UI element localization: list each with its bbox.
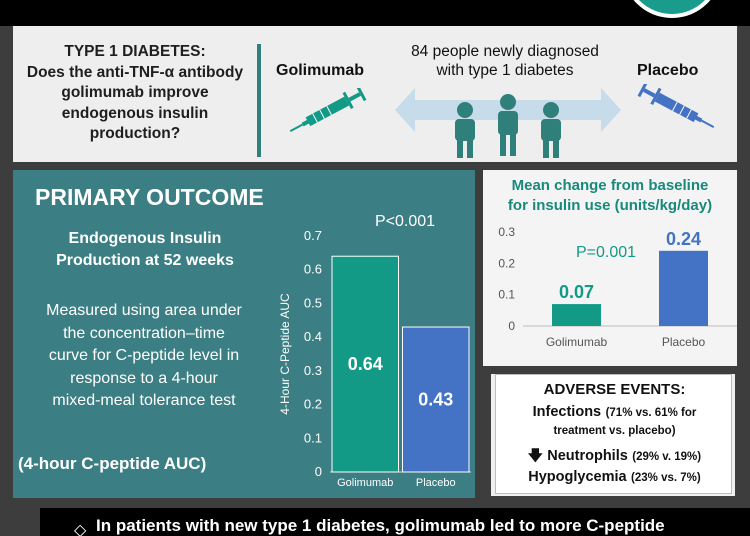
y-tick-label: 0.1 — [304, 430, 322, 445]
c-peptide-auc-chart: 0 0.1 0.2 0.3 0.4 0.5 0.6 0.7 0.64 Golimumab 0.43 P… — [278, 213, 471, 488]
y-tick-label: 0.3 — [498, 225, 515, 239]
desc-line: the concentration–time — [63, 324, 225, 342]
study-question: TYPE 1 DIABETES: Does the anti-TNF-α ant… — [13, 42, 257, 145]
title-line: for insulin use (units/kg/day) — [507, 197, 713, 214]
primary-outcome-footer: (4-hour C-peptide AUC) — [18, 454, 207, 473]
hypoglycemia-label: Hypoglycemia — [528, 469, 627, 485]
x-tick-label: Golimumab — [546, 335, 608, 349]
title-line: Mean change from baseline — [511, 177, 709, 194]
question-line: production? — [89, 125, 181, 142]
desc-line: response to a 4-hour — [70, 369, 218, 387]
desc-line: Measured using area under — [46, 302, 242, 319]
y-tick-label: 0 — [508, 319, 515, 333]
syringe-teal-icon — [289, 88, 367, 132]
adverse-events-panel: ADVERSE EVENTS: Infections (71% vs. 61% … — [489, 372, 737, 498]
cohort-description: 84 people newly diagnosed with type 1 di… — [397, 42, 613, 80]
adverse-infections: Infections (71% vs. 61% for — [496, 403, 733, 421]
y-tick-label: 0.1 — [498, 288, 515, 302]
conclusion-banner: ◇ In patients with new type 1 diabetes, … — [40, 508, 750, 536]
infections-detail: (71% vs. 61% for — [605, 407, 697, 419]
arm-golimumab-label: Golimumab — [276, 62, 365, 79]
randomization-arrow — [395, 88, 621, 158]
insulin-use-panel: Mean change from baseline for insulin us… — [483, 170, 737, 366]
bar-golimumab — [331, 255, 399, 473]
hypoglycemia-detail: (23% vs. 7%) — [631, 472, 701, 484]
x-tick-label: Golimumab — [337, 477, 393, 488]
y-tick-label: 0.4 — [304, 329, 322, 344]
bar-value-label: 0.64 — [348, 354, 383, 374]
infections-detail-2: treatment vs. placebo) — [553, 425, 676, 437]
subtitle-line: Endogenous Insulin — [68, 230, 222, 247]
arm-placebo-label: Placebo — [637, 62, 699, 79]
y-tick-label: 0.3 — [304, 363, 322, 378]
bar-value-label: 0.07 — [559, 282, 594, 302]
p-value-annotation: P<0.001 — [375, 213, 435, 230]
adverse-events-box: ADVERSE EVENTS: Infections (71% vs. 61% … — [495, 374, 732, 494]
desc-line: mixed-meal tolerance test — [52, 392, 236, 409]
y-tick-label: 0.6 — [304, 262, 322, 277]
syringe-blue-icon — [637, 84, 715, 128]
subtitle-line: Production at 52 weeks — [56, 252, 234, 269]
down-arrow-icon: 🡇 — [527, 448, 543, 464]
cohort-line: 84 people newly diagnosed — [411, 43, 599, 60]
y-tick-label: 0.7 — [304, 228, 322, 243]
x-tick-label: Placebo — [416, 477, 456, 488]
desc-line: curve for C-peptide level in — [48, 347, 240, 364]
question-line: TYPE 1 DIABETES: — [64, 43, 206, 60]
primary-outcome-description: Measured using area under the concentrat… — [13, 300, 275, 413]
y-tick-label: 0.2 — [498, 256, 515, 270]
primary-outcome-subtitle: Endogenous Insulin Production at 52 week… — [25, 228, 265, 272]
adverse-neutrophils: 🡇 Neutrophils (29% v. 19%) — [496, 445, 733, 470]
bar-value-label: 0.24 — [666, 229, 701, 249]
insulin-use-chart: 0 0.1 0.2 0.3 0.07 Golimumab 0.24 Placebo P=0.00… — [498, 225, 737, 349]
top-bar — [0, 0, 750, 26]
neutrophils-detail: (29% v. 19%) — [632, 451, 702, 463]
bar-value-label: 0.43 — [418, 390, 453, 410]
x-tick-label: Placebo — [662, 335, 706, 349]
y-axis-label: 4-Hour C-Peptide AUC — [278, 293, 292, 415]
question-line: Does the anti-TNF-α antibody — [26, 63, 244, 81]
people-icon — [455, 94, 561, 158]
neutrophils-label: Neutrophils — [547, 448, 628, 464]
cohort-line: with type 1 diabetes — [436, 62, 574, 79]
question-line: endogenous insulin — [61, 104, 209, 122]
primary-outcome-panel: PRIMARY OUTCOME Endogenous Insulin Produ… — [13, 170, 475, 498]
y-tick-label: 0.5 — [304, 295, 322, 310]
y-tick-label: 0 — [315, 464, 322, 479]
adverse-hypoglycemia: Hypoglycemia (23% vs. 7%) — [496, 468, 733, 486]
primary-outcome-title: PRIMARY OUTCOME — [35, 184, 264, 210]
p-value-annotation: P=0.001 — [576, 244, 636, 261]
insulin-use-title: Mean change from baseline for insulin us… — [483, 176, 737, 216]
bar-placebo — [402, 326, 470, 473]
conclusion-icon: ◇ — [74, 522, 87, 536]
bar-golimumab — [552, 304, 601, 326]
panel-divider — [257, 44, 261, 157]
study-question-panel: TYPE 1 DIABETES: Does the anti-TNF-α ant… — [13, 26, 737, 162]
bar-placebo — [659, 250, 708, 326]
conclusion-text: In patients with new type 1 diabetes, go… — [96, 516, 665, 535]
adverse-events-title: ADVERSE EVENTS: — [543, 381, 686, 398]
y-tick-label: 0.2 — [304, 397, 322, 412]
infections-label: Infections — [532, 404, 602, 420]
question-line: golimumab improve — [61, 84, 209, 101]
